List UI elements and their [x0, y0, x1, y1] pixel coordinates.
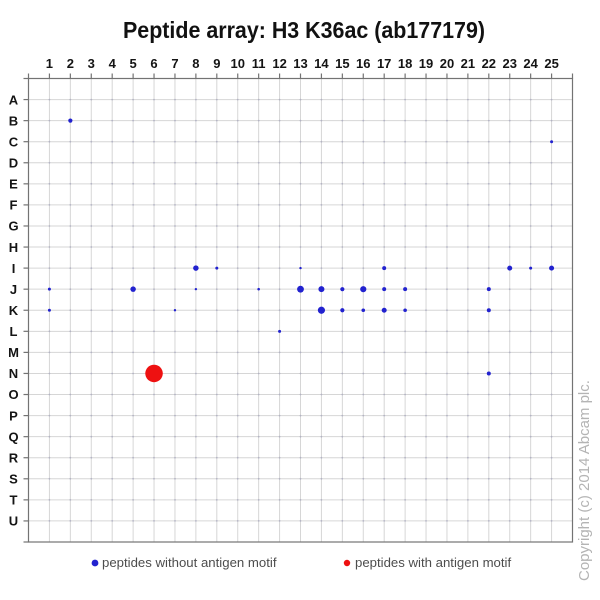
- svg-text:B: B: [9, 113, 18, 128]
- svg-text:19: 19: [419, 56, 433, 71]
- svg-text:4: 4: [109, 56, 117, 71]
- svg-text:24: 24: [523, 56, 538, 71]
- svg-text:8: 8: [192, 56, 199, 71]
- svg-text:14: 14: [314, 56, 329, 71]
- svg-text:11: 11: [252, 56, 266, 71]
- svg-text:S: S: [9, 472, 18, 487]
- svg-text:3: 3: [88, 56, 95, 71]
- svg-text:U: U: [9, 514, 18, 529]
- svg-text:J: J: [10, 282, 17, 297]
- svg-text:6: 6: [150, 56, 157, 71]
- svg-text:H: H: [9, 240, 18, 255]
- svg-text:5: 5: [130, 56, 137, 71]
- svg-text:22: 22: [482, 56, 496, 71]
- svg-text:peptides with antigen motif: peptides with antigen motif: [355, 555, 511, 570]
- svg-text:I: I: [12, 261, 16, 276]
- svg-text:23: 23: [502, 56, 516, 71]
- svg-text:18: 18: [398, 56, 412, 71]
- svg-text:9: 9: [213, 56, 220, 71]
- svg-text:7: 7: [171, 56, 178, 71]
- svg-text:G: G: [8, 219, 18, 234]
- svg-text:N: N: [9, 366, 18, 381]
- svg-text:D: D: [9, 155, 18, 170]
- svg-text:20: 20: [440, 56, 454, 71]
- svg-text:F: F: [10, 198, 18, 213]
- svg-text:O: O: [8, 387, 18, 402]
- svg-text:C: C: [9, 134, 19, 149]
- svg-text:Copyright (c) 2014 Abcam plc.: Copyright (c) 2014 Abcam plc.: [576, 380, 593, 581]
- svg-text:T: T: [10, 493, 18, 508]
- svg-text:peptides without antigen motif: peptides without antigen motif: [102, 555, 277, 570]
- svg-text:15: 15: [335, 56, 349, 71]
- svg-text:P: P: [9, 408, 18, 423]
- svg-text:16: 16: [356, 56, 370, 71]
- svg-text:K: K: [9, 303, 19, 318]
- svg-text:Q: Q: [8, 429, 18, 444]
- svg-text:10: 10: [230, 56, 244, 71]
- svg-text:Peptide array: H3 K36ac (ab177: Peptide array: H3 K36ac (ab177179): [123, 17, 485, 43]
- svg-text:17: 17: [377, 56, 391, 71]
- svg-text:A: A: [9, 92, 19, 107]
- svg-text:2: 2: [67, 56, 74, 71]
- svg-text:21: 21: [461, 56, 475, 71]
- svg-text:M: M: [8, 345, 19, 360]
- svg-text:1: 1: [46, 56, 53, 71]
- svg-text:12: 12: [272, 56, 286, 71]
- svg-text:L: L: [10, 324, 18, 339]
- svg-text:E: E: [9, 177, 18, 192]
- svg-text:R: R: [9, 450, 19, 465]
- svg-text:25: 25: [544, 56, 558, 71]
- svg-text:13: 13: [293, 56, 307, 71]
